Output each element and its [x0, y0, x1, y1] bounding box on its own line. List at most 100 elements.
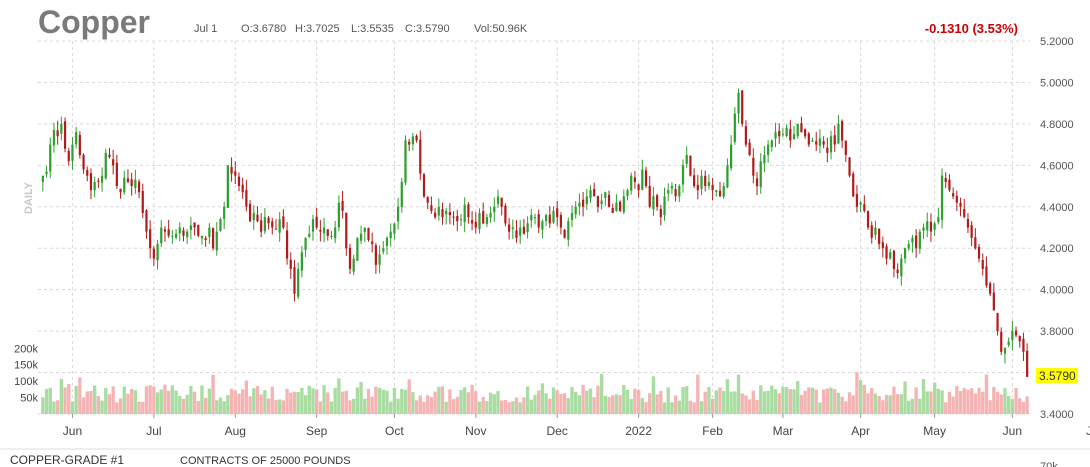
candle-body	[515, 230, 518, 238]
candle-body	[400, 181, 403, 208]
candle-body	[711, 184, 714, 191]
volume-bar	[259, 394, 263, 414]
volume-bar	[152, 386, 156, 414]
candle-body	[252, 212, 255, 220]
volume-bar	[729, 391, 733, 414]
candle-body	[866, 210, 870, 228]
volume-bar	[799, 394, 804, 414]
volume-bar	[426, 395, 430, 414]
candle-body	[1026, 350, 1029, 377]
candle-body	[741, 90, 744, 124]
candle-body	[352, 258, 355, 272]
volume-bar	[999, 394, 1003, 414]
candle-body	[896, 269, 899, 274]
volume-bar	[548, 398, 552, 414]
volume-bar	[481, 396, 485, 414]
volume-bar	[344, 390, 348, 414]
volume-bar	[877, 396, 881, 414]
price-tick-label: 4.4000	[1040, 202, 1074, 214]
volume-bar	[936, 388, 941, 414]
volume-bar	[192, 391, 197, 414]
volume-bar	[796, 381, 800, 414]
volume-bar	[433, 391, 437, 414]
time-tick-label: Dec	[547, 424, 568, 438]
candle-body	[718, 190, 722, 197]
volume-bar	[581, 385, 585, 414]
candle-body	[822, 141, 825, 145]
candle-body	[430, 205, 433, 211]
candle-body	[204, 238, 207, 240]
candle-body	[837, 123, 840, 144]
volume-bar	[914, 387, 918, 414]
volume-bar	[655, 394, 659, 414]
candle-body	[433, 212, 437, 218]
candle-body	[311, 219, 315, 232]
candle-body	[567, 221, 570, 240]
volume-bar	[48, 387, 52, 414]
volume-bar	[63, 387, 67, 414]
volume-bar	[166, 390, 171, 414]
candle-body	[52, 130, 56, 146]
volume-bar	[562, 393, 567, 414]
candle-body	[985, 266, 988, 286]
candle-body	[282, 216, 285, 228]
volume-bar	[407, 379, 411, 414]
candle-body	[382, 248, 385, 252]
candle-body	[804, 129, 807, 137]
volume-bar	[522, 397, 526, 414]
volume-bar	[289, 392, 293, 414]
candle-body	[944, 178, 947, 182]
volume-bar	[429, 397, 434, 414]
volume-bar	[74, 385, 78, 414]
volume-bar	[566, 398, 570, 414]
candle-body	[796, 123, 799, 137]
volume-bar	[833, 389, 837, 414]
candle-body	[667, 190, 670, 194]
volume-bar	[551, 387, 556, 414]
candle-body	[948, 179, 951, 191]
volume-bar	[944, 402, 948, 414]
candle-body	[604, 192, 607, 198]
candle-body	[678, 186, 681, 197]
candle-body	[496, 196, 500, 204]
candle-body	[818, 138, 822, 146]
volume-bar	[218, 397, 223, 414]
volume-bar	[533, 394, 537, 414]
candle-body	[689, 155, 692, 176]
candle-body	[319, 229, 322, 232]
volume-bar	[773, 389, 778, 414]
volume-bar	[326, 392, 330, 414]
volume-bar	[496, 391, 500, 414]
volume-bar	[215, 400, 219, 414]
candle-body	[763, 154, 766, 164]
volume-bar	[525, 386, 530, 414]
volume-bar	[947, 391, 952, 414]
time-tick-label: Oct	[385, 424, 404, 438]
candle-body	[112, 159, 115, 166]
candle-body	[977, 246, 981, 259]
candle-body	[67, 150, 70, 162]
volume-bar	[89, 391, 93, 414]
volume-bar	[488, 392, 493, 414]
candle-body	[852, 173, 855, 197]
time-tick-label: Feb	[702, 424, 723, 438]
candle-body	[863, 204, 866, 211]
candle-body	[474, 221, 477, 228]
volume-bar	[403, 389, 408, 414]
volume-bar	[1018, 398, 1022, 414]
candle-body	[197, 225, 200, 236]
volume-bar	[929, 391, 933, 414]
candle-body	[71, 144, 74, 161]
candle-body	[733, 113, 736, 143]
volume-bar	[374, 386, 378, 414]
candle-body	[544, 215, 548, 222]
candle-body	[911, 237, 914, 243]
candle-body	[459, 219, 463, 221]
volume-bar	[381, 389, 385, 414]
volume-bar	[847, 392, 852, 414]
candle-body	[755, 178, 759, 187]
symbol-title: Copper	[38, 4, 150, 40]
candle-body	[903, 248, 907, 259]
price-axis: 3.40003.60003.80004.00004.20004.40004.60…	[1040, 36, 1074, 421]
volume-bar	[873, 393, 878, 414]
